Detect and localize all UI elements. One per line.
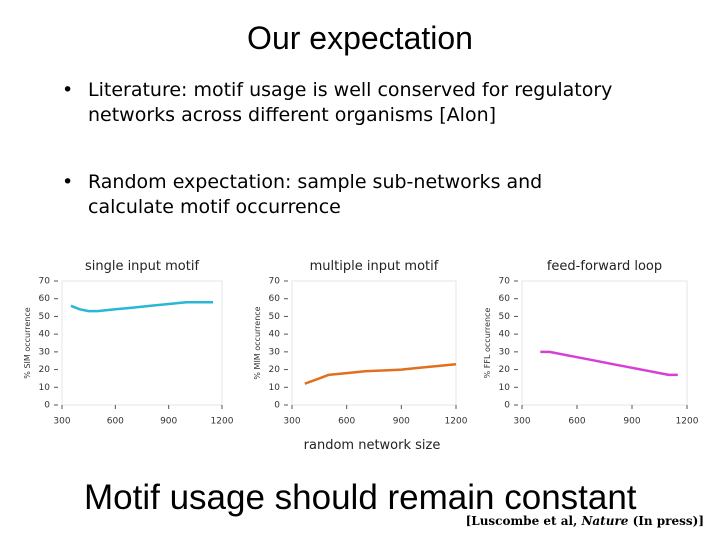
y-tick-label: 20 <box>499 365 511 375</box>
y-tick-label: 60 <box>499 294 511 304</box>
y-tick-label: 70 <box>39 277 51 287</box>
y-tick-label: 50 <box>499 312 511 322</box>
data-line <box>540 350 678 377</box>
y-axis-label: % FFL occurrence <box>483 308 492 379</box>
y-tick-label: 50 <box>269 312 281 322</box>
citation-text: (In press)] <box>628 514 704 528</box>
x-tick-label: 600 <box>107 417 124 427</box>
chart-title: single input motif <box>85 259 200 274</box>
x-tick-label: 1200 <box>676 417 699 427</box>
data-line <box>70 301 214 313</box>
y-tick-label: 40 <box>39 330 51 340</box>
x-tick-label: 300 <box>53 417 70 427</box>
y-axis-label: % MIM occurrence <box>253 306 262 379</box>
y-tick-label: 50 <box>39 312 51 322</box>
x-tick-label: 300 <box>283 417 300 427</box>
chart-title: feed-forward loop <box>547 259 662 274</box>
y-tick-label: 70 <box>499 277 511 287</box>
y-tick-label: 40 <box>499 330 511 340</box>
x-tick-label: 900 <box>160 417 177 427</box>
y-tick-label: 0 <box>504 401 510 411</box>
y-axis-label: % SIM occurrence <box>23 307 32 378</box>
chart-title: multiple input motif <box>310 259 439 274</box>
citation-text: [Luscombe et al, <box>465 514 582 528</box>
slide-title: Our expectation <box>247 20 473 56</box>
plot-frame <box>61 280 223 406</box>
y-tick-label: 60 <box>269 294 281 304</box>
y-tick-label: 20 <box>39 365 51 375</box>
y-tick-label: 0 <box>44 401 50 411</box>
plot-frame <box>521 280 688 406</box>
x-axis-label: random network size <box>304 438 441 453</box>
data-line <box>304 363 457 385</box>
y-tick-label: 30 <box>269 347 281 357</box>
citation: [Luscombe et al, Nature (In press)] <box>466 514 704 528</box>
x-tick-label: 900 <box>393 417 410 427</box>
bullet: Random expectation: sample sub-networks … <box>60 170 628 220</box>
y-tick-label: 10 <box>499 383 511 393</box>
x-tick-label: 1200 <box>445 417 468 427</box>
x-tick-label: 600 <box>568 417 585 427</box>
bullet: Literature: motif usage is well conserve… <box>60 78 628 128</box>
y-tick-label: 30 <box>39 347 51 357</box>
conclusion: Motif usage should remain constant <box>84 478 637 517</box>
plot-frame <box>291 280 457 406</box>
y-tick-label: 70 <box>269 277 281 287</box>
y-tick-label: 0 <box>274 401 280 411</box>
bullet-list: Literature: motif usage is well conserve… <box>60 78 660 262</box>
y-tick-label: 30 <box>499 347 511 357</box>
citation-journal: Nature <box>581 514 629 528</box>
y-tick-label: 10 <box>39 383 51 393</box>
y-tick-label: 10 <box>269 383 281 393</box>
y-tick-label: 60 <box>39 294 51 304</box>
x-tick-label: 1200 <box>211 417 234 427</box>
y-tick-label: 40 <box>269 330 281 340</box>
y-tick-label: 20 <box>269 365 281 375</box>
x-tick-label: 600 <box>338 417 355 427</box>
x-tick-label: 300 <box>513 417 530 427</box>
x-tick-label: 900 <box>623 417 640 427</box>
